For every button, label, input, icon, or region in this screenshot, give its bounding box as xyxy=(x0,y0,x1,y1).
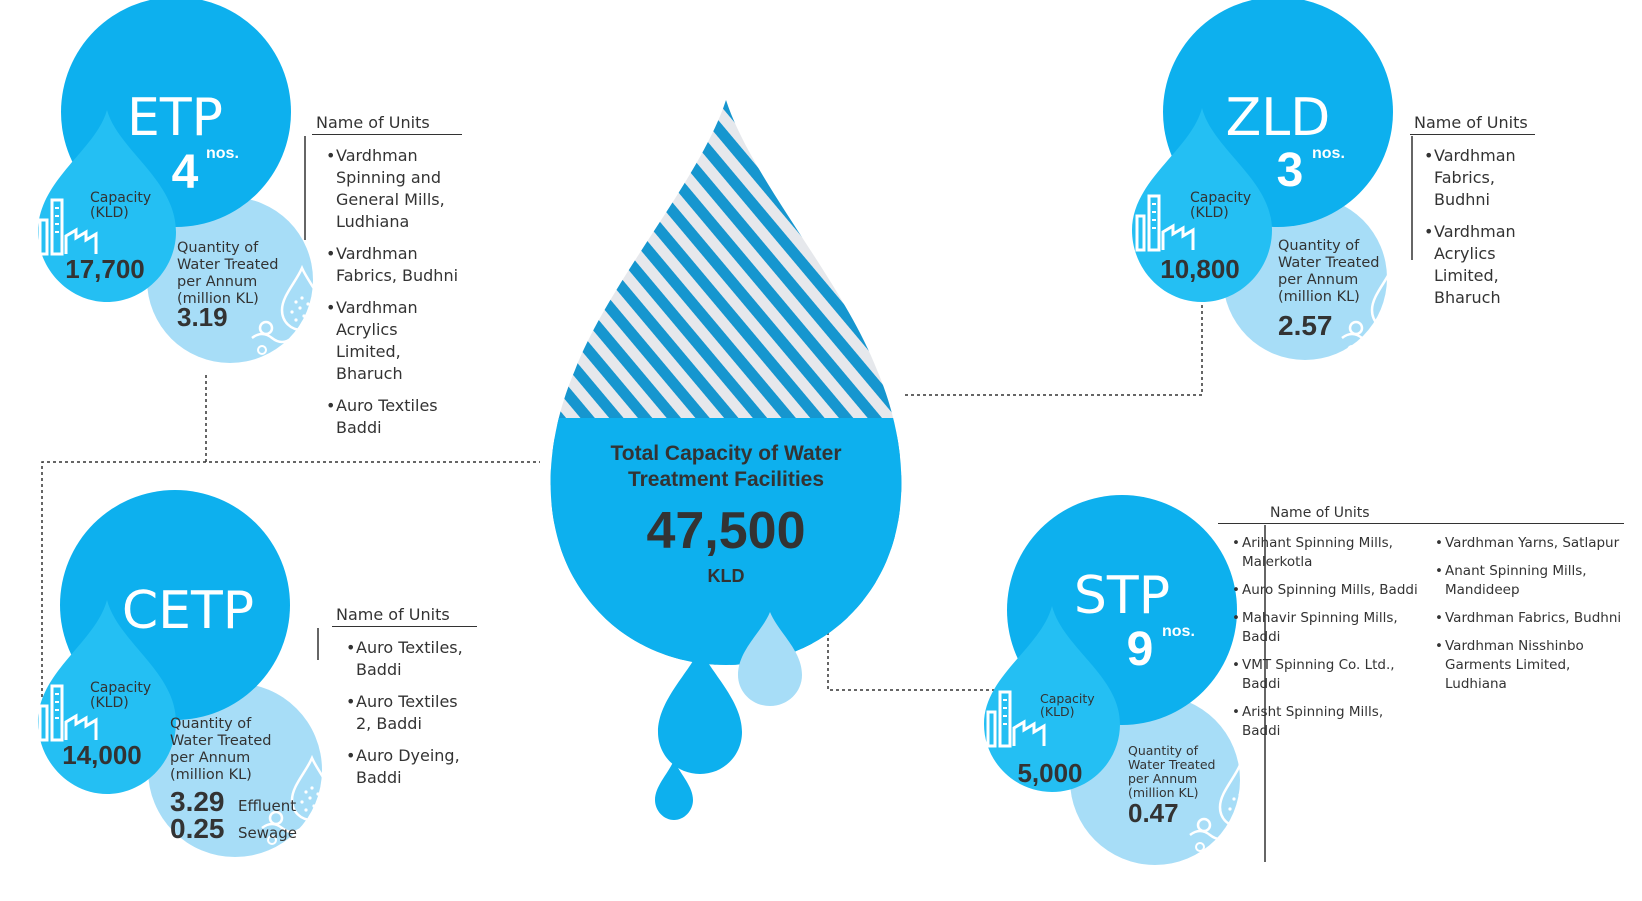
unit-item: Vardhman Fabrics, Budhni xyxy=(326,243,462,287)
zld-count: 3 xyxy=(1277,144,1304,197)
cetp-qty-label-1: Quantity of xyxy=(170,716,252,732)
unit-item: Arisht Spinning Mills, Baddi xyxy=(1232,703,1421,741)
center-unit: KLD xyxy=(708,566,745,586)
cetp-capacity-drop xyxy=(38,600,176,794)
stp-qty-label-4: (million KL) xyxy=(1128,785,1199,800)
etp-units-list: Vardhman Spinning and General Mills, Lud… xyxy=(312,145,462,439)
cetp-units: Name of Units Auro Textiles, BaddiAuro T… xyxy=(332,605,477,799)
stp-qty-label-1: Quantity of xyxy=(1128,743,1199,758)
unit-item: Auro Textiles, Baddi xyxy=(346,637,477,681)
stp-group: STP 9 nos. Capacity (KLD) 5,000 Quantity… xyxy=(984,495,1262,865)
stp-units-header: Name of Units xyxy=(1218,505,1624,524)
unit-item: Arihant Spinning Mills, Malerkotla xyxy=(1232,534,1421,572)
connector-lines xyxy=(41,300,1203,700)
unit-item: Vardhman Acrylics Limited, Bharuch xyxy=(326,297,462,385)
cetp-units-list: Auro Textiles, Baddi Auro Textiles 2, Bad… xyxy=(332,637,477,789)
etp-capacity-drop xyxy=(38,110,176,302)
unit-item: Mahavir Spinning Mills, Baddi xyxy=(1232,609,1421,647)
stp-qty-label-2: Water Treated xyxy=(1128,757,1215,772)
cetp-capacity-label-1: Capacity xyxy=(90,680,151,696)
unit-item: Vardhman Yarns, Satlapur xyxy=(1435,534,1624,553)
zld-nos: nos. xyxy=(1312,145,1345,162)
zld-qty-label-3: per Annum xyxy=(1278,272,1358,288)
cetp-group: CETP Capacity (KLD) 14,000 Quantity of W… xyxy=(38,490,334,857)
stp-capacity-drop xyxy=(984,606,1120,792)
etp-units-header: Name of Units xyxy=(312,113,462,135)
stp-capacity-label-2: (KLD) xyxy=(1040,704,1075,719)
cetp-units-header: Name of Units xyxy=(332,605,477,627)
zld-capacity-label-1: Capacity xyxy=(1190,190,1251,206)
etp-qty-label-2: Water Treated xyxy=(177,257,278,273)
unit-item: Auro Dyeing, Baddi xyxy=(346,745,477,789)
zld-qty-label-4: (million KL) xyxy=(1278,289,1360,305)
tiny-drop-icon xyxy=(655,760,693,820)
zld-qty-label-2: Water Treated xyxy=(1278,255,1379,271)
center-value: 47,500 xyxy=(646,502,805,560)
cetp-qty-label-4: (million KL) xyxy=(170,767,252,783)
etp-name: ETP xyxy=(127,88,223,148)
medium-drop-icon xyxy=(658,648,742,774)
small-drop-light-icon xyxy=(738,612,802,706)
zld-name: ZLD xyxy=(1226,88,1331,148)
etp-count: 4 xyxy=(172,146,199,199)
zld-group: ZLD 3 nos. Capacity (KLD) 10,800 Quantit… xyxy=(1132,0,1414,360)
cetp-quantity-sewage: 0.25 xyxy=(170,813,225,844)
stp-units-list-col2: Vardhman Yarns, Satlapur Anant Spinning M… xyxy=(1421,534,1624,750)
cetp-quantity-effluent: 3.29 xyxy=(170,786,225,817)
cetp-name: CETP xyxy=(122,581,254,641)
stp-quantity: 0.47 xyxy=(1128,798,1179,828)
center-title-2: Treatment Facilities xyxy=(628,468,824,491)
stp-capacity: 5,000 xyxy=(1017,758,1082,788)
etp-capacity-label-2: (KLD) xyxy=(90,205,129,221)
etp-capacity: 17,700 xyxy=(65,254,145,284)
unit-item: Vardhman Spinning and General Mills, Lud… xyxy=(326,145,462,233)
zld-units-header: Name of Units xyxy=(1410,113,1535,135)
etp-units: Name of Units Vardhman Spinning and Gene… xyxy=(312,113,462,449)
zld-qty-label-1: Quantity of xyxy=(1278,238,1360,254)
cetp-capacity-label-2: (KLD) xyxy=(90,695,129,711)
zld-capacity-label-2: (KLD) xyxy=(1190,205,1229,221)
unit-item: Auro Textiles 2, Baddi xyxy=(346,691,477,735)
etp-qty-label-4: (million KL) xyxy=(177,291,259,307)
etp-nos: nos. xyxy=(206,145,239,162)
etp-quantity: 3.19 xyxy=(177,302,228,332)
unit-item: Vardhman Fabrics, Budhni xyxy=(1435,609,1624,628)
etp-qty-label-3: per Annum xyxy=(177,274,257,290)
zld-quantity: 2.57 xyxy=(1278,310,1333,341)
stp-units: Name of Units Arihant Spinning Mills, Ma… xyxy=(1218,505,1624,750)
cetp-qty-label-3: per Annum xyxy=(170,750,250,766)
unit-item: Anant Spinning Mills, Mandideep xyxy=(1435,562,1624,600)
cetp-effluent-label: Effluent xyxy=(238,797,296,815)
unit-item: Vardhman Acrylics Limited, Bharuch xyxy=(1424,221,1535,309)
etp-capacity-label-1: Capacity xyxy=(90,190,151,206)
zld-units-list: Vardhman Fabrics, Budhni Vardhman Acrylic… xyxy=(1410,145,1535,309)
zld-capacity: 10,800 xyxy=(1160,254,1240,284)
cetp-qty-label-2: Water Treated xyxy=(170,733,271,749)
stp-capacity-label-1: Capacity xyxy=(1040,691,1095,706)
unit-item: VMT Spinning Co. Ltd., Baddi xyxy=(1232,656,1421,694)
etp-group: ETP 4 nos. Capacity (KLD) 17,700 Quantit… xyxy=(38,0,324,363)
etp-quantity-circle xyxy=(147,197,313,363)
stp-name: STP xyxy=(1074,566,1170,626)
etp-qty-label-1: Quantity of xyxy=(177,240,259,256)
unit-item: Vardhman Nisshinbo Garments Limited, Lud… xyxy=(1435,637,1624,694)
unit-item: Auro Textiles Baddi xyxy=(326,395,462,439)
unit-item: Auro Spinning Mills, Baddi xyxy=(1232,581,1421,600)
center-title-1: Total Capacity of Water xyxy=(610,442,841,465)
stp-qty-label-3: per Annum xyxy=(1128,771,1197,786)
unit-item: Vardhman Fabrics, Budhni xyxy=(1424,145,1535,211)
cetp-sewage-label: Sewage xyxy=(238,824,297,842)
stp-count: 9 xyxy=(1127,623,1154,676)
zld-units: Name of Units Vardhman Fabrics, BudhniVa… xyxy=(1410,113,1535,319)
stp-units-list-col1: Arihant Spinning Mills, Malerkotla Auro S… xyxy=(1218,534,1421,750)
zld-capacity-drop xyxy=(1132,108,1272,302)
stp-nos: nos. xyxy=(1162,623,1195,640)
cetp-capacity: 14,000 xyxy=(62,740,142,770)
